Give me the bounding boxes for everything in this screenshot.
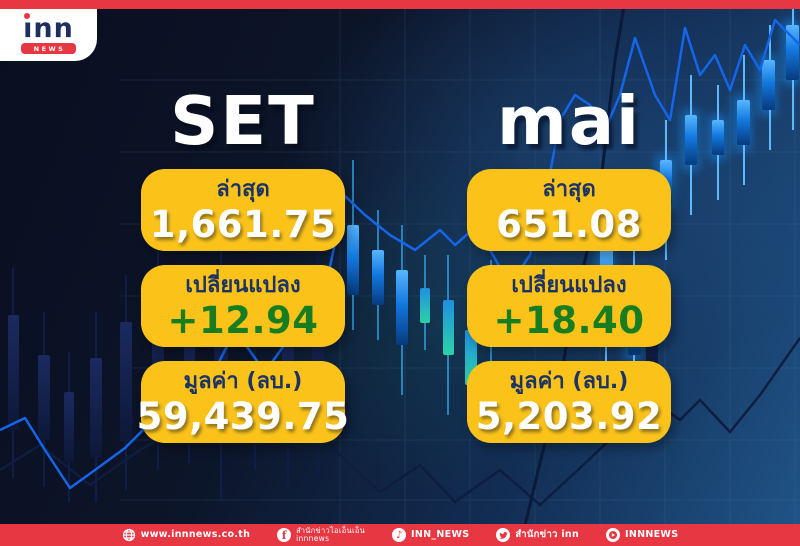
- set-change-value: +12.94: [167, 298, 319, 342]
- mai-change-value: +18.40: [493, 298, 645, 342]
- card-label: ล่าสุด: [216, 176, 270, 202]
- facebook-handle: สำนักข่าวไอเอ็นเอ็น innnews: [296, 526, 366, 543]
- tiktok-handle: INN_NEWS: [411, 529, 470, 540]
- youtube-item: INNNEWS: [606, 528, 678, 542]
- mai-turnover-value: 5,203.92: [475, 394, 663, 438]
- mai-column: mai ล่าสุด 651.08 เปลี่ยนแปลง +18.40 มูล…: [467, 86, 671, 457]
- twitter-icon: [496, 528, 511, 542]
- twitter-handle: สำนักข่าว inn: [515, 529, 580, 540]
- globe-icon: [122, 528, 136, 542]
- facebook-item: f สำนักข่าวไอเอ็นเอ็น innnews: [277, 527, 365, 543]
- website-url: www.innnews.co.th: [140, 529, 251, 540]
- set-column: SET ล่าสุด 1,661.75 เปลี่ยนแปลง +12.94 ม…: [137, 82, 349, 457]
- logo-wordmark: ınn: [23, 12, 74, 44]
- footer-bar: www.innnews.co.th f สำนักข่าวไอเอ็นเอ็น …: [0, 524, 800, 546]
- set-change-card: เปลี่ยนแปลง +12.94: [141, 265, 345, 347]
- card-label: เปลี่ยนแปลง: [185, 272, 301, 298]
- tiktok-item: ♪ INN_NEWS: [392, 528, 469, 542]
- set-turnover-value: 59,439.75: [136, 394, 350, 438]
- set-turnover-card: มูลค่า (ลบ.) 59,439.75: [137, 361, 349, 443]
- set-title: SET: [170, 82, 316, 160]
- card-label: มูลค่า (ลบ.): [509, 368, 629, 394]
- mai-last-value: 651.08: [496, 202, 642, 246]
- youtube-handle: INNNEWS: [625, 529, 679, 540]
- card-label: มูลค่า (ลบ.): [183, 368, 303, 394]
- top-accent-bar: [0, 0, 800, 9]
- card-label: ล่าสุด: [542, 176, 596, 202]
- facebook-icon: f: [277, 528, 292, 542]
- set-last-value: 1,661.75: [149, 202, 337, 246]
- mai-last-card: ล่าสุด 651.08: [467, 169, 671, 251]
- logo-news-badge: NEWS: [20, 42, 77, 54]
- logo-red-dot: [24, 12, 31, 19]
- mai-title: mai: [497, 82, 641, 160]
- card-label: เปลี่ยนแปลง: [511, 272, 627, 298]
- tiktok-icon: ♪: [392, 528, 407, 542]
- mai-turnover-card: มูลค่า (ลบ.) 5,203.92: [467, 361, 671, 443]
- website-item: www.innnews.co.th: [122, 528, 251, 542]
- twitter-item: สำนักข่าว inn: [496, 528, 579, 542]
- inn-news-logo: ınn NEWS: [0, 9, 97, 61]
- mai-change-card: เปลี่ยนแปลง +18.40: [467, 265, 671, 347]
- set-last-card: ล่าสุด 1,661.75: [141, 169, 345, 251]
- youtube-icon: [606, 528, 621, 542]
